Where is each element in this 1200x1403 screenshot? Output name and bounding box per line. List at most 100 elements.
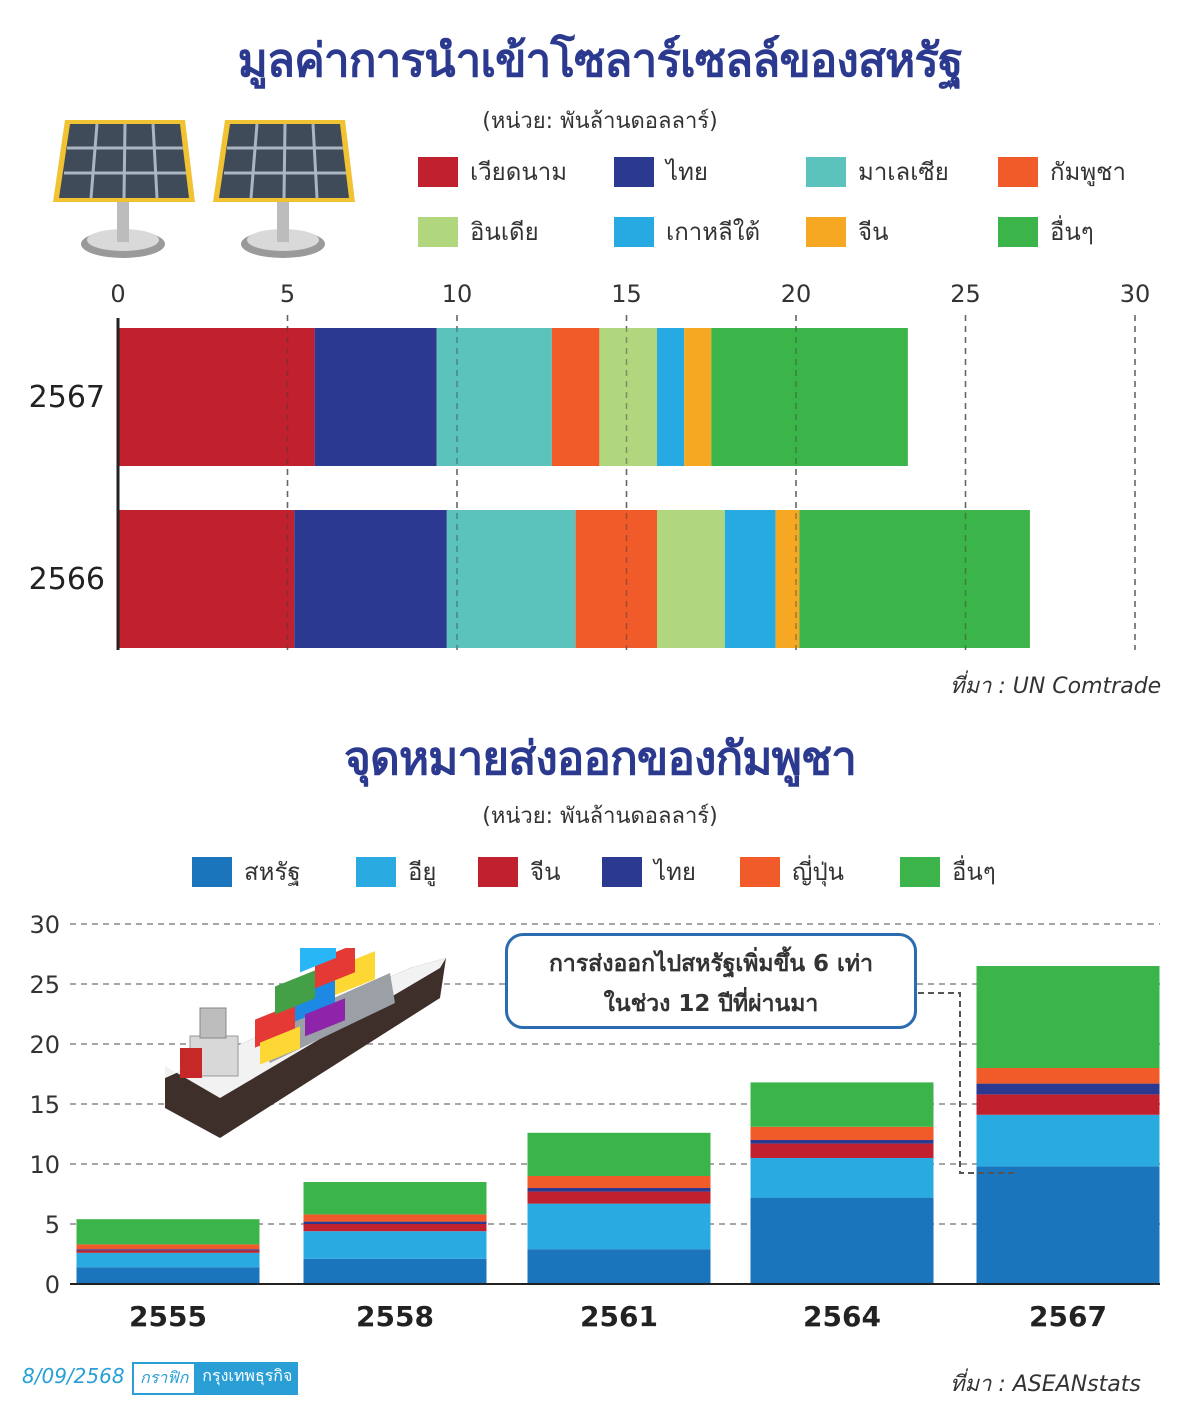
bar-segment: [750, 1126, 934, 1140]
solar-panel-icon: [53, 118, 357, 260]
bar-segment: [118, 510, 295, 648]
bar-segment: [436, 328, 552, 466]
legend-label: อียู: [408, 858, 437, 886]
bar-segment: [575, 510, 658, 648]
legend-label: อื่นๆ: [952, 858, 996, 886]
legend-item-china: จีน: [806, 212, 888, 251]
bottom-source: ที่มา : ASEANstats: [950, 1372, 1141, 1397]
bar-segment: [303, 1214, 487, 1222]
legend-label: เวียดนาม: [470, 158, 568, 186]
bar-segment: [527, 1176, 711, 1188]
publish-date: 8/09/2568: [22, 1364, 125, 1388]
legend-item-japan: ญี่ปุ่น: [740, 852, 844, 891]
legend-swatch: [998, 216, 1038, 247]
legend-label: อินเดีย: [470, 218, 539, 246]
legend-label: อื่นๆ: [1050, 218, 1094, 246]
legend-swatch: [356, 856, 396, 887]
legend-swatch: [900, 856, 940, 887]
legend-label: กัมพูชา: [1050, 158, 1126, 186]
bar-segment: [976, 1083, 1160, 1095]
category-label: 2567: [29, 380, 105, 415]
legend-item-malaysia: มาเลเซีย: [806, 152, 949, 191]
bar-segment: [76, 1219, 260, 1245]
legend-label: สหรัฐ: [244, 858, 301, 886]
bar-segment: [446, 510, 576, 648]
bar-segment: [76, 1249, 260, 1251]
brand-label: กราฟิก: [132, 1362, 197, 1395]
solar-import-chart: 0 5 10 15 20 25 30 2567 2566: [29, 280, 1151, 650]
legend-label: ญี่ปุ่น: [792, 858, 845, 886]
callout-box: การส่งออกไปสหรัฐเพิ่มขึ้น 6 เท่า ในช่วง …: [505, 933, 917, 1029]
bar-segment: [976, 1114, 1160, 1167]
bar-segment: [314, 328, 437, 466]
bar-segment: [684, 328, 712, 466]
x-tick-label: 5: [280, 280, 295, 308]
legend-label: เกาหลีใต้: [666, 218, 761, 246]
bar-segment: [976, 1068, 1160, 1084]
brand-name: กรุงเทพธุรกิจ: [196, 1362, 299, 1395]
legend-swatch: [806, 156, 846, 187]
bar-segment: [750, 1082, 934, 1127]
bar-segment: [750, 1140, 934, 1144]
bar-segment: [76, 1267, 260, 1284]
legend-item-thailand: ไทย: [602, 852, 696, 891]
bar-segment: [599, 328, 658, 466]
bottom-chart-title: จุดหมายส่งออกของกัมพูชา: [344, 731, 857, 785]
top-source: ที่มา : UN Comtrade: [950, 674, 1162, 699]
legend-item-south-korea: เกาหลีใต้: [614, 212, 760, 251]
bar-segment: [303, 1258, 487, 1284]
bar-segment: [711, 328, 908, 466]
x-tick-label: 25: [950, 280, 981, 308]
y-tick-label: 0: [45, 1271, 60, 1299]
bar-segment: [527, 1191, 711, 1204]
bar-segment: [527, 1203, 711, 1250]
bottom-chart-unit: (หน่วย: พันล้านดอลลาร์): [482, 804, 718, 829]
legend-label: ไทย: [654, 858, 696, 886]
bar-segment: [799, 510, 1030, 648]
bar-segment: [303, 1224, 487, 1232]
cargo-ship-icon: [165, 948, 446, 1138]
bar-segment: [750, 1143, 934, 1158]
x-tick-label: 20: [781, 280, 812, 308]
legend-item-us: สหรัฐ: [192, 852, 301, 891]
bar-segment: [976, 1166, 1160, 1284]
legend-item-thailand: ไทย: [614, 152, 708, 191]
legend-swatch: [602, 856, 642, 887]
legend-label: ไทย: [666, 158, 708, 186]
legend-label: จีน: [858, 218, 889, 246]
category-label: 2561: [580, 1300, 658, 1333]
x-tick-label: 30: [1120, 280, 1151, 308]
bar-segment: [76, 1252, 260, 1268]
legend-swatch: [998, 156, 1038, 187]
y-tick-label: 30: [29, 911, 60, 939]
category-label: 2566: [29, 562, 105, 597]
legend-item-eu: อียู: [356, 852, 436, 891]
callout-line-2: ในช่วง 12 ปีที่ผ่านมา: [603, 991, 819, 1017]
category-label: 2555: [129, 1300, 207, 1333]
legend-item-others: อื่นๆ: [998, 212, 1094, 251]
legend-item-vietnam: เวียดนาม: [418, 152, 567, 191]
legend-swatch: [614, 156, 654, 187]
legend-swatch: [740, 856, 780, 887]
y-tick-label: 25: [29, 971, 60, 999]
y-tick-label: 15: [29, 1091, 60, 1119]
category-label: 2564: [803, 1300, 881, 1333]
legend-swatch: [806, 216, 846, 247]
top-chart-unit: (หน่วย: พันล้านดอลลาร์): [482, 109, 718, 134]
callout-line-1: การส่งออกไปสหรัฐเพิ่มขึ้น 6 เท่า: [548, 951, 873, 977]
top-chart-title: มูลค่าการนำเข้าโซลาร์เซลล์ของสหรัฐ: [237, 33, 964, 87]
legend-label: มาเลเซีย: [858, 158, 949, 186]
x-tick-label: 10: [442, 280, 473, 308]
bar-segment: [976, 966, 1160, 1068]
legend-item-others: อื่นๆ: [900, 852, 996, 891]
legend-swatch: [192, 856, 232, 887]
bar-segment: [750, 1197, 934, 1284]
legend-item-china: จีน: [478, 852, 560, 891]
legend-swatch: [418, 156, 458, 187]
bar-segment: [750, 1158, 934, 1198]
legend-label: จีน: [530, 858, 561, 886]
category-label: 2558: [356, 1300, 434, 1333]
bar-segment: [775, 510, 800, 648]
bar-segment: [76, 1250, 260, 1253]
legend-swatch: [478, 856, 518, 887]
